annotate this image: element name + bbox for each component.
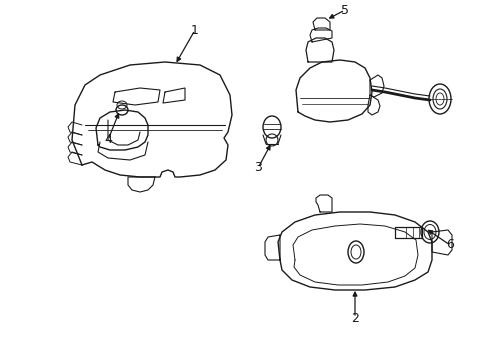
Text: 6: 6 — [445, 238, 453, 252]
Text: 2: 2 — [350, 311, 358, 324]
Text: 4: 4 — [104, 134, 112, 147]
Text: 5: 5 — [340, 4, 348, 17]
Text: 3: 3 — [254, 162, 262, 175]
Text: 1: 1 — [191, 23, 199, 36]
